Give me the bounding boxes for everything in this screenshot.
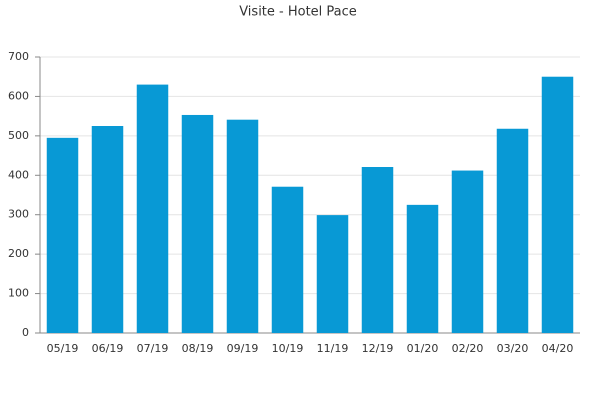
bar <box>46 137 79 333</box>
x-tick-label: 01/20 <box>407 342 439 355</box>
bar <box>181 114 214 334</box>
bar <box>226 119 259 333</box>
x-tick-label: 04/20 <box>542 342 574 355</box>
x-tick-label: 10/19 <box>272 342 304 355</box>
y-tick-label: 100 <box>8 287 29 300</box>
x-tick-label: 03/20 <box>497 342 529 355</box>
y-tick-label: 500 <box>8 129 29 142</box>
x-tick-label: 06/19 <box>92 342 124 355</box>
y-tick-label: 200 <box>8 247 29 260</box>
bar <box>136 84 169 333</box>
y-tick-label: 400 <box>8 168 29 181</box>
bar <box>361 167 394 333</box>
bar <box>406 204 439 333</box>
x-tick-label: 09/19 <box>227 342 259 355</box>
x-tick-label: 07/19 <box>137 342 169 355</box>
bar <box>316 215 349 333</box>
x-tick-label: 08/19 <box>182 342 214 355</box>
y-tick-label: 700 <box>8 50 29 63</box>
bar <box>496 128 529 333</box>
bar <box>451 170 484 333</box>
y-tick-label: 600 <box>8 89 29 102</box>
x-tick-label: 02/20 <box>452 342 484 355</box>
x-tick-label: 05/19 <box>47 342 79 355</box>
x-tick-label: 11/19 <box>317 342 349 355</box>
bar <box>541 76 574 333</box>
x-tick-label: 12/19 <box>362 342 394 355</box>
bar <box>91 126 124 333</box>
y-tick-label: 0 <box>22 326 29 339</box>
chart-title: Visite - Hotel Pace <box>239 5 357 20</box>
bar <box>271 186 304 333</box>
y-tick-label: 300 <box>8 208 29 221</box>
